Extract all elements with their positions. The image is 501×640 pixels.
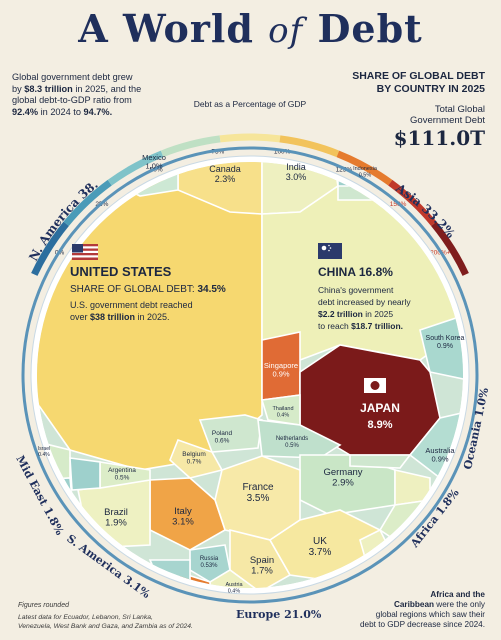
country-name-label: Russia xyxy=(200,556,219,562)
legend-segment xyxy=(219,133,281,143)
country-name-label: Singapore xyxy=(264,361,298,370)
country-share-label: 0.5% xyxy=(115,475,130,482)
country-name-label: Canada xyxy=(209,164,241,174)
outer-ring xyxy=(21,146,479,604)
japan-share-label: 8.9% xyxy=(367,419,392,431)
us-note-label: U.S. government debt reached xyxy=(70,300,193,310)
country-name-label: India xyxy=(286,162,306,172)
country-name-label: Thailand xyxy=(272,406,293,412)
legend-segment xyxy=(336,150,393,186)
us-note-label: over $38 trillion in 2025. xyxy=(70,312,170,322)
japan-flag-icon xyxy=(364,378,386,393)
country-name-label: Indonesia xyxy=(353,166,378,172)
total-debt-value: $111.0T xyxy=(393,126,485,150)
legend-segment xyxy=(31,221,69,276)
country-name-label: France xyxy=(242,482,274,493)
country-name-label: Brazil xyxy=(104,507,128,518)
footer-africa-note: Africa and the Caribbean were the only g… xyxy=(359,590,485,629)
total-debt-label: Total Global Government Debt xyxy=(410,104,485,126)
country-cell-south-korea xyxy=(419,314,463,382)
legend-segment xyxy=(107,150,164,186)
japan-name-label: JAPAN xyxy=(360,401,400,415)
country-share-label: 0.7% xyxy=(187,459,202,466)
country-share-label: 0.4% xyxy=(277,413,290,419)
country-share-label: 3.7% xyxy=(309,547,332,558)
country-name-label: Mexico xyxy=(142,153,166,162)
country-share-label: 1.0% xyxy=(145,162,162,171)
country-name-label: South Korea xyxy=(426,335,465,342)
legend-tick-label: 75% xyxy=(211,148,224,155)
country-cell-belgium xyxy=(169,438,224,479)
country-name-label: Netherlands xyxy=(276,436,308,442)
region-label-n-america: N. America 38.3% xyxy=(0,0,101,263)
country-name-label: Germany xyxy=(323,467,362,478)
footer-data-note: Latest data for Ecuador, Lebanon, Sri La… xyxy=(18,614,193,630)
country-name-label: Italy xyxy=(174,506,192,517)
country-share-label: 0.5% xyxy=(359,173,372,179)
legend-segment xyxy=(431,221,469,276)
legend-title: Debt as a Percentage of GDP xyxy=(194,99,307,109)
country-cell-austria xyxy=(209,569,262,588)
country-share-label: 0.9% xyxy=(431,455,448,464)
china-name-label: CHINA 16.8% xyxy=(318,265,393,279)
country-share-label: 2.9% xyxy=(332,478,354,489)
us-name-label: UNITED STATES xyxy=(70,264,172,279)
country-share-label: 3.0% xyxy=(286,172,307,182)
country-cell-saudi-arabia xyxy=(69,457,101,491)
china-note-label: China's government xyxy=(318,285,394,295)
country-share-label: 0.4% xyxy=(38,452,50,458)
country-cell-spain xyxy=(229,528,292,588)
country-name-label: Spain xyxy=(250,555,274,566)
country-share-label: 0.4% xyxy=(228,589,241,595)
china-note-label: $2.2 trillion in 2025 xyxy=(318,309,393,319)
legend-segment xyxy=(279,135,340,158)
country-name-label: Belgium xyxy=(182,451,205,458)
legend-segment xyxy=(160,135,221,158)
country-name-label: Poland xyxy=(212,430,233,437)
country-share-label: 1.9% xyxy=(105,518,127,529)
country-name-label: Australia xyxy=(425,446,455,455)
country-share-label: 0.5% xyxy=(285,443,299,449)
legend-segment xyxy=(388,179,437,227)
us-share-label: SHARE OF GLOBAL DEBT: 34.5% xyxy=(70,284,226,295)
footer-rounding-note: Figures rounded xyxy=(18,602,69,609)
country-cell-malaysia xyxy=(349,454,412,469)
legend-tick-label: 100% xyxy=(274,148,291,155)
country-cell-netherlands xyxy=(257,419,342,459)
china-note-label: to reach $18.7 trillion. xyxy=(318,321,403,331)
country-share-label: 0.9% xyxy=(437,343,453,350)
legend-gradient xyxy=(31,133,469,276)
country-share-label: 3.1% xyxy=(172,517,194,528)
country-share-label: 0.6% xyxy=(215,438,230,445)
country-name-label: Argentina xyxy=(108,467,136,474)
country-share-label: 0.53% xyxy=(200,563,218,569)
country-name-label: UK xyxy=(313,536,327,547)
country-name-label: Israel xyxy=(38,446,50,452)
intro-text: Global government debt grew by $8.3 tril… xyxy=(12,72,142,117)
legend-segment xyxy=(63,179,112,227)
china-flag-icon xyxy=(318,243,342,259)
country-share-label: 1.7% xyxy=(251,566,273,577)
china-note-label: debt increased by nearly xyxy=(318,297,411,307)
country-share-label: 2.3% xyxy=(215,174,236,184)
country-share-label: 3.5% xyxy=(247,493,270,504)
country-name-label: Austria xyxy=(225,582,243,588)
page-title: A World of Debt xyxy=(78,6,423,51)
chart-subtitle: SHARE OF GLOBAL DEBT BY COUNTRY IN 2025 xyxy=(352,70,485,95)
region-label-europe: Europe 21.0% xyxy=(236,608,322,621)
country-share-label: 0.9% xyxy=(272,370,289,379)
us-flag-icon xyxy=(72,244,98,260)
